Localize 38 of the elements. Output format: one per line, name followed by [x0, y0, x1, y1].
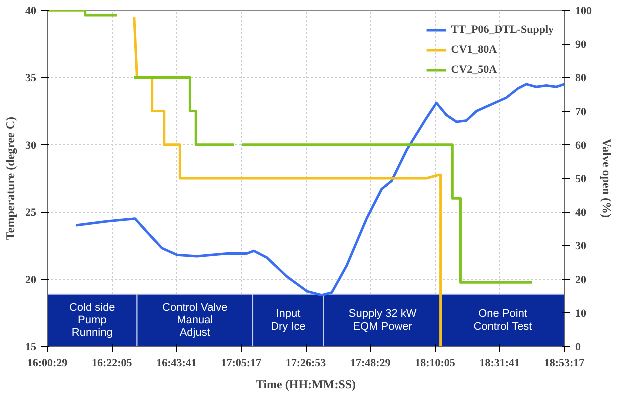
x-tick-label: 17:26:53 — [286, 358, 327, 370]
y2-tick-label: 40 — [576, 207, 587, 220]
x-tick-label: 17:05:17 — [221, 358, 262, 370]
y2-tick-label: 0 — [576, 342, 582, 354]
y-tick-label: 40 — [26, 6, 37, 18]
y2-tick-label: 10 — [576, 308, 587, 320]
x-tick-label: 16:43:41 — [156, 358, 197, 370]
x-tick-label: 18:10:05 — [415, 358, 456, 370]
y-axis-title: Temperature (degree C) — [4, 116, 18, 240]
line-series — [75, 83, 564, 297]
y-tick-label: 25 — [26, 207, 37, 220]
x-axis-title: Time (HH:MM:SS) — [256, 378, 356, 392]
y2-tick-label: 20 — [576, 274, 587, 286]
y2-tick-label: 90 — [576, 39, 587, 52]
band-label: Input Dry Ice — [271, 308, 306, 333]
band-label: Cold side Pump Running — [69, 302, 116, 340]
y-tick-label: 20 — [26, 274, 37, 286]
x-tick-label: 16:00:29 — [27, 358, 68, 370]
y2-tick-label: 50 — [576, 174, 587, 186]
legend-label: TT_P06_DTL-Supply — [451, 24, 554, 36]
y2-axis-title: Valve open (%) — [600, 139, 614, 218]
x-tick-label: 16:22:05 — [92, 358, 133, 370]
band-label: Control Valve Manual Adjust — [162, 302, 228, 340]
x-tick-label: 17:48:29 — [350, 358, 392, 370]
y2-tick-label: 70 — [576, 106, 587, 118]
band-label: One Point Control Test — [474, 308, 532, 333]
y-tick-label: 15 — [26, 342, 37, 354]
y2-tick-label: 30 — [576, 240, 587, 253]
y2-tick-label: 100 — [576, 6, 592, 18]
x-tick-label: 18:31:41 — [480, 358, 520, 370]
y-tick-label: 35 — [26, 72, 37, 85]
y-tick-label: 30 — [26, 140, 37, 152]
y2-tick-label: 60 — [576, 140, 587, 152]
band-label: Supply 32 kW EQM Power — [348, 308, 418, 333]
x-tick-label: 18:53:17 — [544, 358, 586, 370]
legend-label: CV1_80A — [451, 44, 498, 56]
y2-tick-label: 80 — [576, 72, 587, 85]
legend-label: CV2_50A — [451, 64, 498, 76]
